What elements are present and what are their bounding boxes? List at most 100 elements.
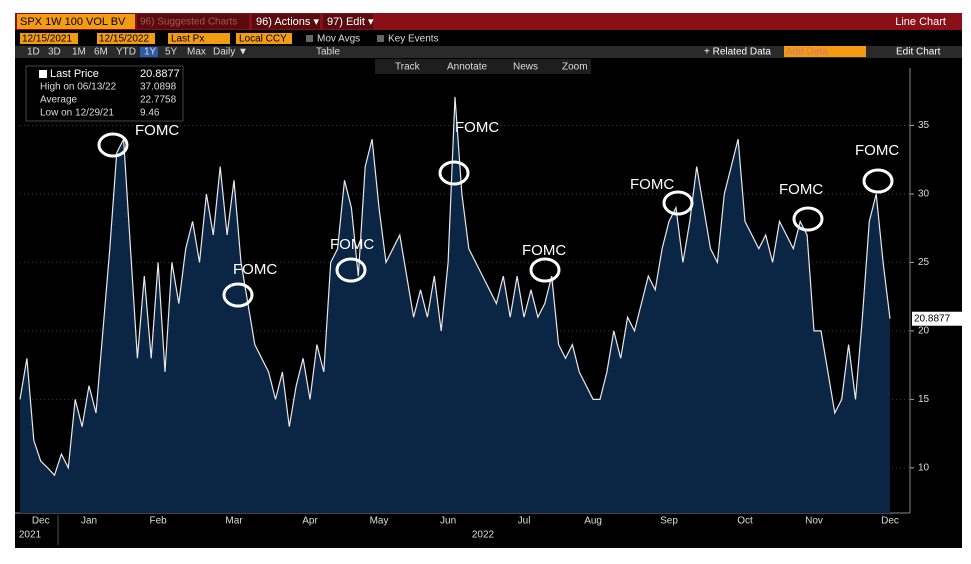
ccy-box[interactable]: [236, 33, 292, 44]
start-box[interactable]: [20, 33, 78, 44]
mov-avgs-check[interactable]: [306, 35, 313, 42]
annotation: FOMC: [630, 176, 674, 193]
annotation-circle: [97, 132, 129, 158]
key-events-check[interactable]: [377, 35, 384, 42]
period[interactable]: 1M: [72, 47, 86, 58]
period-selected: [140, 47, 158, 57]
legend-box: [25, 65, 184, 122]
security-box[interactable]: [17, 14, 135, 29]
x-tick-label: Jan: [81, 516, 97, 527]
suggested: 96) Suggested Charts: [140, 17, 237, 28]
x-tick-label: Dec: [881, 516, 899, 527]
add-data-box[interactable]: [784, 46, 866, 57]
x-tick-label: Mar: [225, 516, 243, 527]
annotation-circle: [792, 206, 824, 232]
tool[interactable]: Track: [395, 62, 421, 73]
legend-label: Average: [40, 95, 78, 106]
annotation-circle: [529, 257, 561, 283]
period[interactable]: 3D: [48, 47, 61, 58]
period[interactable]: 1D: [27, 47, 40, 58]
last-price-tag: [912, 311, 962, 326]
x-tick-label: Aug: [584, 516, 602, 527]
period[interactable]: YTD: [116, 47, 136, 58]
annotation-circle: [862, 168, 894, 194]
edit-btn[interactable]: [323, 14, 373, 29]
legend-label: Last Price: [50, 68, 99, 80]
edit: 97) Edit ▾: [327, 16, 374, 28]
annotation: FOMC: [233, 261, 277, 278]
annotation: FOMC: [135, 122, 179, 139]
frequency[interactable]: Daily ▼: [213, 47, 248, 58]
legend-value: 20.8877: [140, 68, 180, 80]
legend-label: Low on 12/29/21: [40, 108, 114, 119]
last-price-label: 20.8877: [914, 313, 951, 324]
x-tick-label: Apr: [302, 516, 318, 527]
annotation: FOMC: [522, 242, 566, 259]
annotation-circle: [222, 282, 254, 308]
tool[interactable]: News: [513, 62, 538, 73]
annotation-circle: [438, 160, 470, 186]
y-tick-label: 35: [918, 120, 930, 131]
legend-swatch: [39, 70, 47, 78]
legend-label: High on 06/13/22: [40, 82, 117, 93]
year-label: 2022: [472, 530, 495, 541]
title-bar: [15, 13, 962, 30]
legend: Last Price 20.8877 High on 06/13/22 37.0898…: [39, 68, 180, 119]
mov-avgs: Mov Avgs: [317, 34, 360, 45]
actions-btn[interactable]: [252, 14, 320, 29]
tools: Track Annotate News Zoom: [395, 62, 588, 73]
period[interactable]: 6M: [94, 47, 108, 58]
period[interactable]: 5Y: [165, 47, 178, 58]
x-tick-label: Jul: [518, 516, 531, 527]
table[interactable]: Table: [316, 47, 340, 58]
y-tick-label: 20: [918, 326, 930, 337]
currency: Local CCY: [239, 34, 287, 45]
annotation: FOMC: [330, 236, 374, 253]
annotation: FOMC: [455, 119, 499, 136]
annotation: FOMC: [779, 181, 823, 198]
period-bar: [15, 46, 962, 58]
security: SPX 1W 100 VOL BV: [20, 16, 126, 28]
end-box[interactable]: [97, 33, 155, 44]
add-data: Add Data: [786, 47, 828, 58]
legend-value: 9.46: [140, 108, 160, 119]
y-tick-label: 25: [918, 257, 930, 268]
x-tick-label: Sep: [660, 516, 678, 527]
tool[interactable]: Annotate: [447, 62, 487, 73]
period[interactable]: Max: [187, 47, 206, 58]
y-tick-label: 10: [918, 462, 930, 473]
tool-bar: [375, 59, 591, 74]
annotation: FOMC: [855, 142, 899, 159]
actions: 96) Actions ▾: [256, 16, 319, 28]
field: Last Px: [171, 34, 204, 45]
legend-value: 22.7758: [140, 95, 177, 106]
tool[interactable]: Zoom: [562, 62, 588, 73]
periods: 1D 3D 1M 6M YTD 1Y 5Y Max: [27, 47, 206, 58]
x-tick-label: Nov: [805, 516, 823, 527]
x-tick-label: May: [370, 516, 389, 527]
chart-type: Line Chart: [895, 16, 946, 28]
related-data[interactable]: + Related Data: [704, 47, 771, 58]
area: [20, 96, 890, 514]
x-tick-label: Dec: [32, 516, 50, 527]
annotation-circle: [335, 257, 367, 283]
edit-chart[interactable]: Edit Chart: [896, 47, 941, 58]
x-tick-label: Jun: [440, 516, 456, 527]
suggested-btn[interactable]: [137, 14, 249, 29]
start: 12/15/2021: [22, 34, 72, 45]
year-label: 2021: [19, 530, 42, 541]
field-box[interactable]: [168, 33, 230, 44]
plot: 10 15 20 25 30 35 Dec Jan Feb Mar Apr May Jun Jul Aug S…: [15, 68, 962, 545]
x-tick-label: Feb: [149, 516, 167, 527]
x-tick-label: Oct: [737, 516, 753, 527]
end: 12/15/2022: [99, 34, 149, 45]
key-events: Key Events: [388, 34, 439, 45]
y-tick-label: 15: [918, 394, 930, 405]
legend-value: 37.0898: [140, 82, 177, 93]
annotation-circle: [662, 190, 694, 216]
y-tick-label: 30: [918, 189, 930, 200]
period[interactable]: 1Y: [144, 47, 157, 58]
line: [19, 96, 891, 477]
